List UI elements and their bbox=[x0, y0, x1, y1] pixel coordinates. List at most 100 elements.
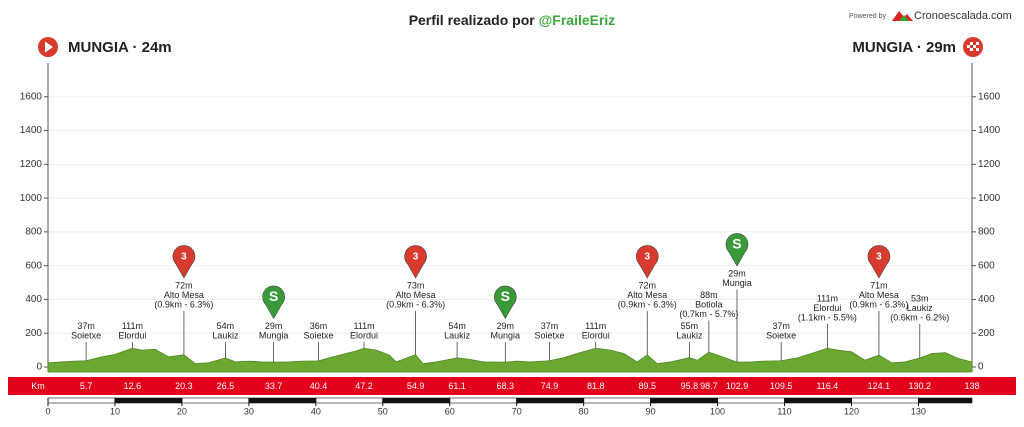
point-name: Mungia bbox=[722, 278, 752, 288]
point-elevation: 53m bbox=[911, 293, 929, 303]
km-value: 81.8 bbox=[587, 381, 605, 391]
point-elevation: 72m bbox=[639, 280, 657, 290]
x-tick-label: 100 bbox=[710, 406, 725, 416]
profile-area bbox=[47, 347, 973, 373]
scale-segment bbox=[650, 397, 718, 404]
y2-tick-label: 400 bbox=[978, 294, 995, 305]
point-detail: (0.6km - 6.2%) bbox=[890, 312, 949, 322]
point-name: Elordui bbox=[350, 330, 378, 340]
scale-segment bbox=[784, 397, 852, 404]
y2-tick-label: 1600 bbox=[978, 91, 1001, 102]
scale-segment bbox=[583, 397, 651, 404]
km-label: Km bbox=[31, 381, 45, 391]
point-name: Soietxe bbox=[766, 330, 796, 340]
km-value: 95.8 bbox=[681, 381, 699, 391]
powered-by: Powered by bbox=[849, 13, 886, 20]
y-tick-label: 400 bbox=[25, 294, 42, 305]
km-value: 109.5 bbox=[770, 381, 793, 391]
point-elevation: 111m bbox=[585, 321, 606, 331]
point-name: Elordui bbox=[582, 330, 610, 340]
point-name: Mungia bbox=[259, 330, 289, 340]
x-tick-label: 0 bbox=[45, 406, 50, 416]
point-name: Laukiz bbox=[676, 330, 703, 340]
point-name: Laukiz bbox=[212, 330, 239, 340]
point-elevation: 55m bbox=[681, 321, 699, 331]
scale-segment bbox=[181, 397, 250, 404]
scale-segment bbox=[449, 397, 517, 404]
finish-label: MUNGIA · 29m bbox=[852, 39, 956, 56]
point-name: Elordui bbox=[118, 330, 146, 340]
x-tick-label: 110 bbox=[777, 406, 791, 416]
scale-segment bbox=[918, 397, 973, 404]
x-tick-label: 40 bbox=[311, 406, 321, 416]
x-tick-label: 20 bbox=[177, 406, 187, 416]
y-tick-label: 600 bbox=[25, 260, 42, 271]
point-detail: (0.7km - 5.7%) bbox=[679, 309, 738, 319]
point-name: Alto Mesa bbox=[627, 290, 667, 300]
point-elevation: 73m bbox=[407, 280, 425, 290]
point-elevation: 37m bbox=[541, 321, 559, 331]
y-tick-label: 0 bbox=[36, 362, 42, 373]
marker-pin bbox=[635, 245, 659, 279]
km-value: 26.5 bbox=[217, 381, 235, 391]
y2-tick-label: 200 bbox=[978, 328, 995, 339]
km-value: 130.2 bbox=[909, 381, 932, 391]
y2-tick-label: 600 bbox=[978, 260, 995, 271]
km-value: 12.6 bbox=[124, 381, 142, 391]
x-tick-label: 10 bbox=[110, 406, 120, 416]
point-name: Alto Mesa bbox=[859, 290, 899, 300]
y2-tick-label: 1000 bbox=[978, 193, 1001, 204]
marker-pin bbox=[172, 245, 196, 279]
scale-segment bbox=[382, 397, 451, 404]
km-value: 40.4 bbox=[310, 381, 328, 391]
point-elevation: 36m bbox=[310, 321, 328, 331]
km-value: 5.7 bbox=[80, 381, 93, 391]
marker-pin bbox=[404, 245, 427, 279]
marker-pin bbox=[725, 233, 749, 267]
y2-tick-label: 1400 bbox=[978, 125, 1001, 136]
point-elevation: 71m bbox=[870, 280, 888, 290]
x-tick-label: 90 bbox=[646, 406, 656, 416]
point-elevation: 37m bbox=[77, 321, 95, 331]
title: Perfil realizado por @FraileEriz bbox=[409, 12, 616, 28]
marker-label: 3 bbox=[413, 252, 419, 263]
brand-icon bbox=[892, 11, 913, 21]
km-value: 138 bbox=[964, 381, 979, 391]
x-tick-label: 50 bbox=[378, 406, 388, 416]
brand[interactable]: Cronoescalada.com bbox=[914, 10, 1012, 22]
point-elevation: 29m bbox=[728, 268, 746, 278]
marker-label: 3 bbox=[876, 252, 882, 263]
marker-label: S bbox=[269, 288, 278, 304]
title-prefix: Perfil realizado por bbox=[409, 12, 536, 28]
km-value: 116.4 bbox=[816, 381, 838, 391]
km-value: 102.9 bbox=[726, 381, 749, 391]
finish-checker bbox=[967, 42, 979, 51]
x-tick-label: 60 bbox=[445, 406, 455, 416]
point-elevation: 29m bbox=[265, 321, 283, 331]
marker-pin bbox=[867, 245, 891, 279]
point-elevation: 72m bbox=[175, 280, 193, 290]
point-name: Alto Mesa bbox=[396, 290, 436, 300]
km-value: 74.9 bbox=[541, 381, 559, 391]
marker-label: S bbox=[732, 236, 741, 252]
point-name: Laukiz bbox=[907, 303, 934, 313]
marker-label: S bbox=[501, 288, 510, 304]
x-tick-label: 70 bbox=[512, 406, 522, 416]
scale-segment bbox=[851, 397, 919, 404]
point-elevation: 54m bbox=[217, 321, 235, 331]
marker-pin bbox=[262, 285, 285, 320]
point-name: Elordui bbox=[813, 303, 841, 313]
point-detail: (0.9km - 6.3%) bbox=[386, 299, 445, 309]
km-value: 61.1 bbox=[448, 381, 466, 391]
point-elevation: 29m bbox=[497, 321, 515, 331]
y-tick-label: 1000 bbox=[20, 193, 43, 204]
y-tick-label: 1200 bbox=[20, 159, 43, 170]
point-elevation: 37m bbox=[772, 321, 790, 331]
scale-segment bbox=[248, 397, 317, 404]
y-tick-label: 800 bbox=[25, 227, 42, 238]
point-detail: (0.9km - 6.3%) bbox=[849, 299, 908, 309]
x-tick-label: 130 bbox=[911, 406, 926, 416]
start-label: MUNGIA · 24m bbox=[68, 39, 172, 56]
title-handle[interactable]: @FraileEriz bbox=[539, 12, 616, 28]
scale-segment bbox=[516, 397, 584, 404]
